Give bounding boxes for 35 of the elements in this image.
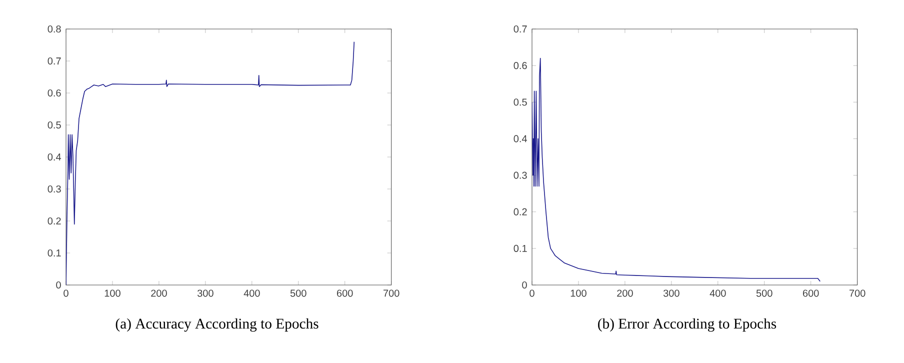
y-tick-label: 0 <box>522 281 527 289</box>
y-tick-label: 0.4 <box>514 135 527 142</box>
x-tick-label: 700 <box>384 290 400 297</box>
y-tick-label: 0.1 <box>48 249 61 257</box>
y-tick-label: 0.5 <box>514 98 527 106</box>
y-tick-label: 0.2 <box>514 208 527 216</box>
y-tick-label: 0.1 <box>514 244 527 252</box>
y-tick-label: 0.4 <box>48 153 62 161</box>
x-tick-label: 200 <box>151 290 167 297</box>
x-tick-label: 500 <box>756 290 772 297</box>
y-tick-label: 0.3 <box>514 172 527 179</box>
y-tick-label: 0.6 <box>48 89 61 97</box>
y-tick-label: 0.6 <box>514 62 527 70</box>
text: (b) Error According to Epochs <box>598 318 776 332</box>
x-tick-label: 0 <box>530 290 534 297</box>
y-tick-label: 0 <box>56 281 61 289</box>
x-tick-label: 700 <box>849 290 866 297</box>
y-tick-label: 0.2 <box>48 217 61 225</box>
y-tick-label: 0.7 <box>48 57 61 65</box>
x-tick-label: 0 <box>64 290 68 297</box>
y-tick-label: 0.3 <box>48 185 61 193</box>
y-tick-label: 0.7 <box>514 25 527 33</box>
x-tick-label: 300 <box>197 290 214 297</box>
y-tick-label: 0.8 <box>48 25 61 33</box>
y-tick-label: 0.5 <box>48 121 61 129</box>
x-tick-label: 100 <box>570 290 586 297</box>
x-tick-label: 100 <box>104 290 120 297</box>
text: (a) Accuracy According to Epochs <box>116 318 318 332</box>
x-tick-label: 400 <box>710 290 726 297</box>
x-tick-label: 200 <box>617 290 633 297</box>
x-tick-label: 300 <box>663 290 680 297</box>
x-tick-label: 400 <box>244 290 260 297</box>
x-tick-label: 600 <box>803 290 819 297</box>
x-tick-label: 600 <box>337 290 353 297</box>
x-tick-label: 500 <box>290 290 306 297</box>
